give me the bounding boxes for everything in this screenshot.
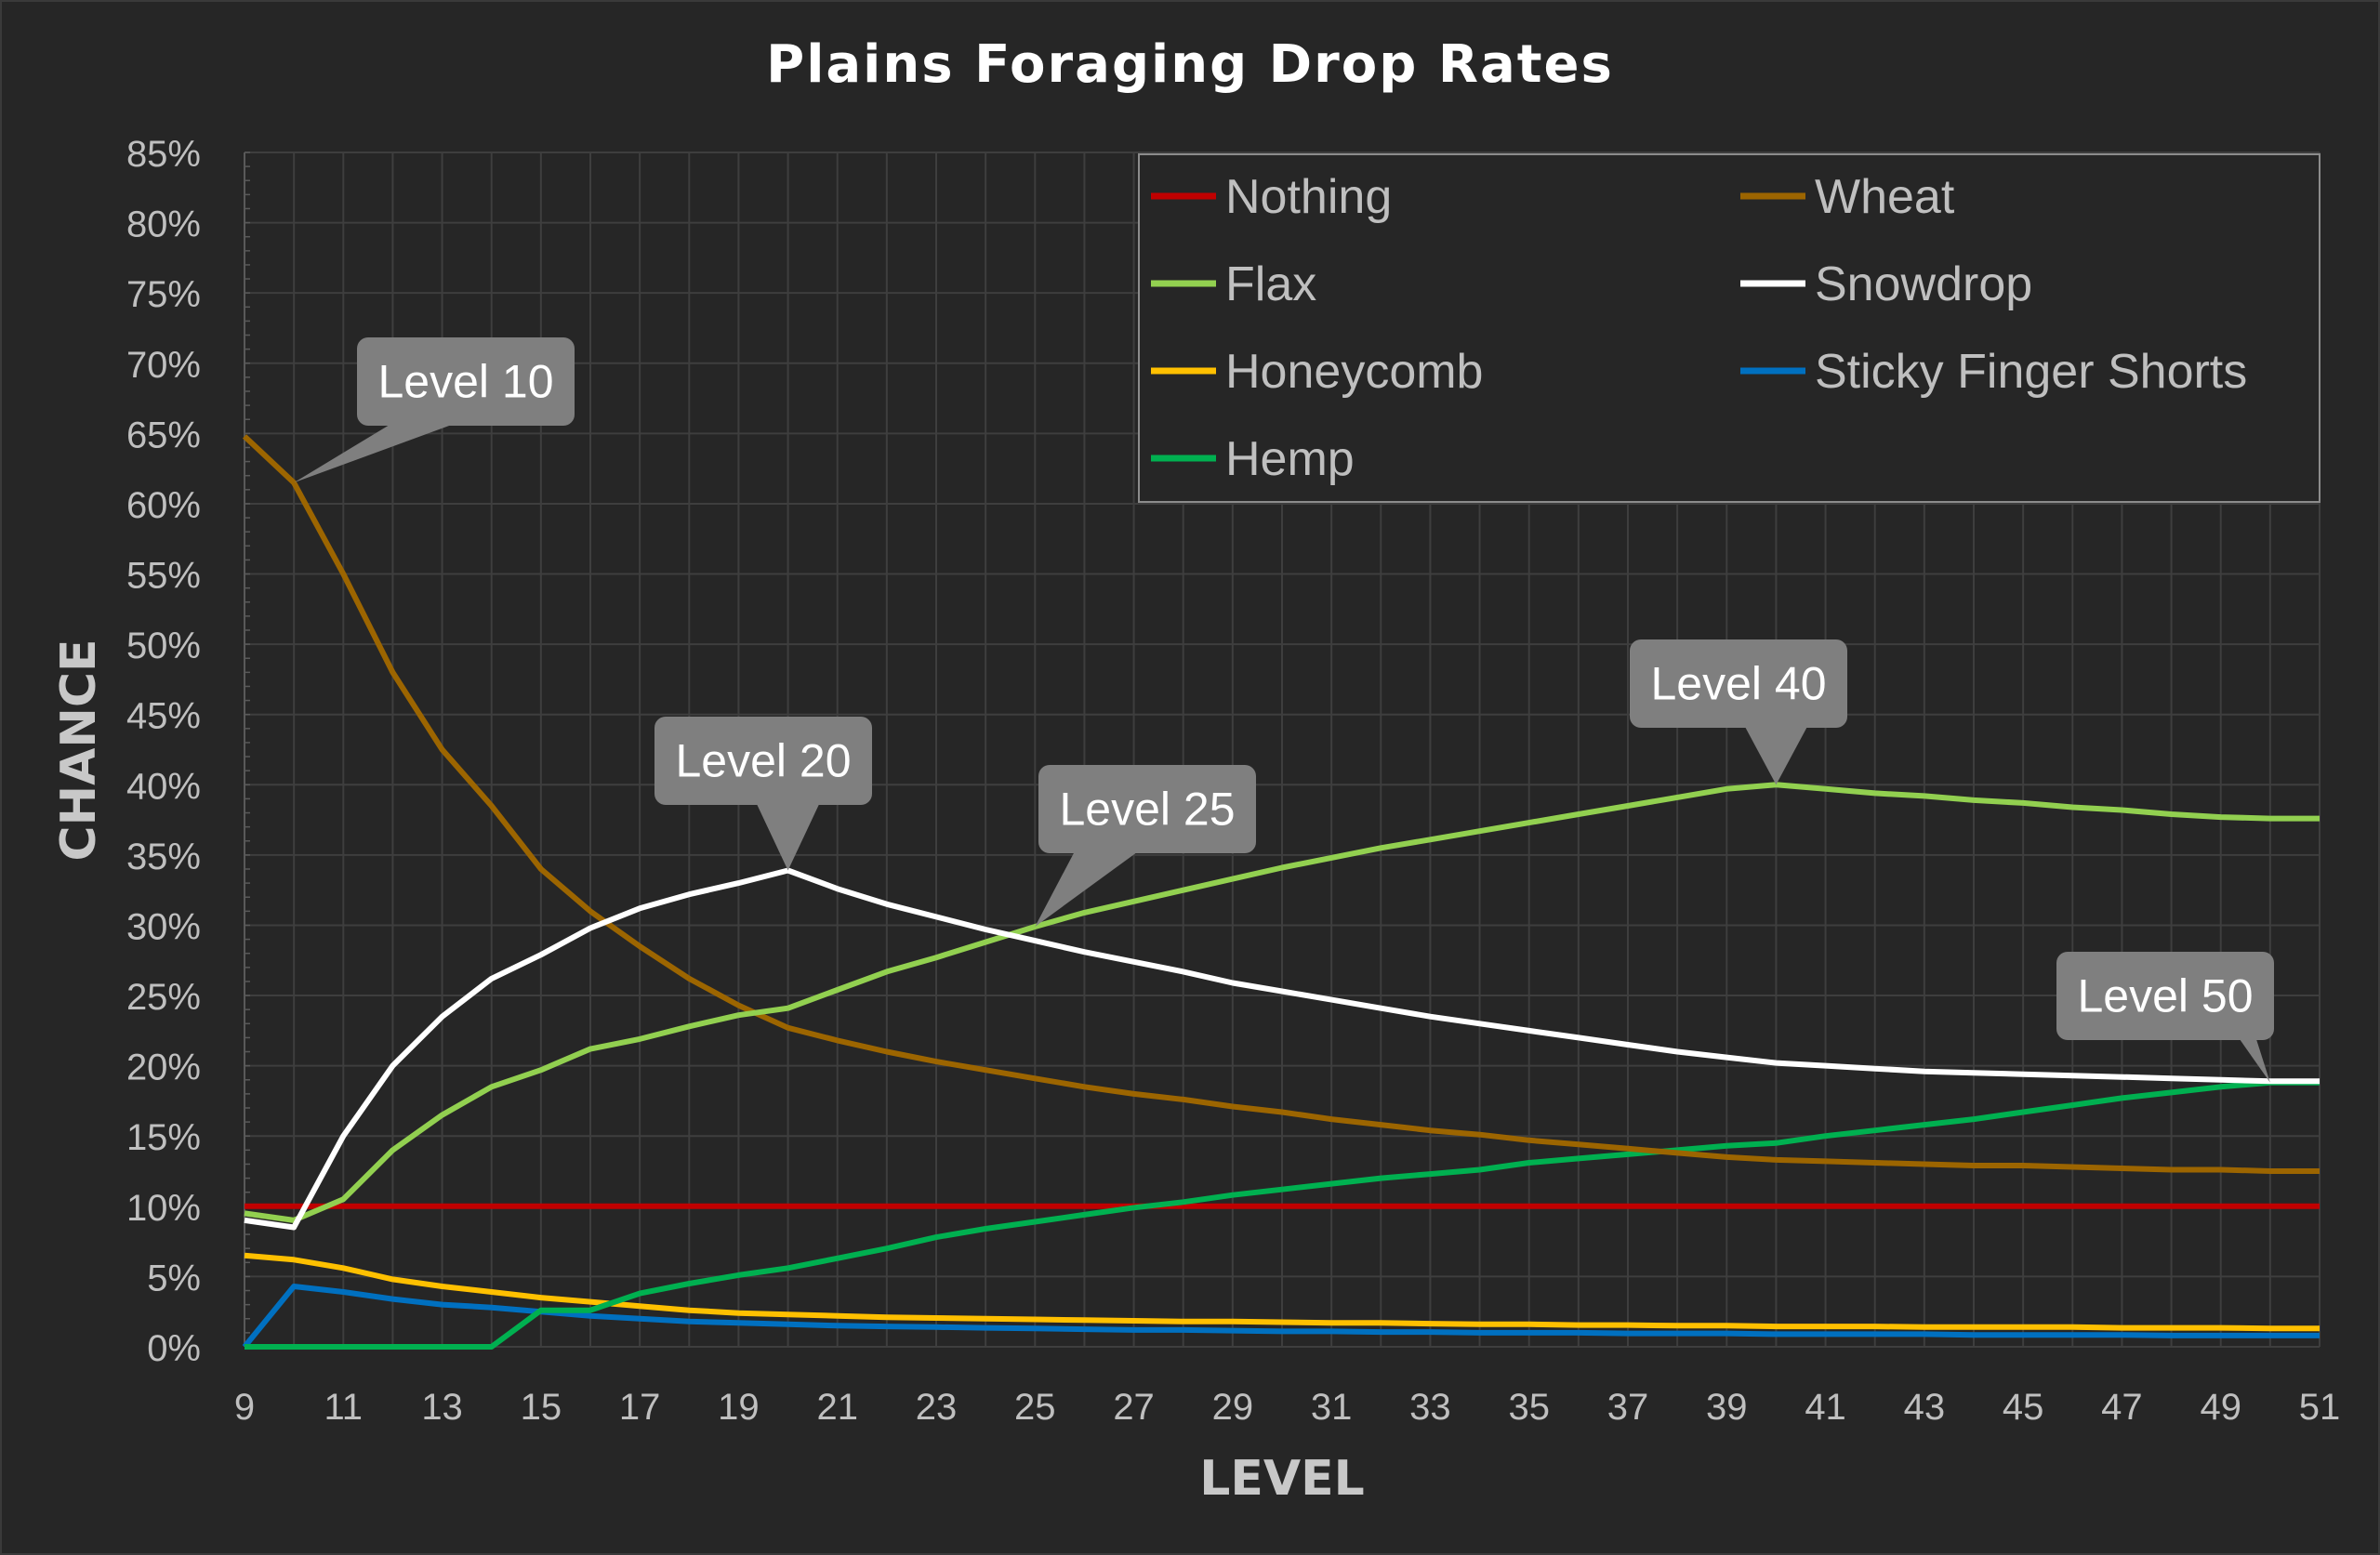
callout-label: Level 20 [675,735,851,787]
x-tick-label: 17 [619,1387,661,1428]
y-tick-label: 85% [126,134,201,175]
legend-item-nothing: Nothing [1151,170,1392,224]
callout-label: Level 40 [1650,658,1826,710]
callout-level-40: Level 40 [1630,639,1847,785]
callout-pointer [294,422,459,483]
chart-title: Plains Foraging Drop Rates [766,34,1614,95]
callout-box [2056,952,2274,1040]
callout-box [357,337,575,426]
y-tick-label: 5% [147,1258,201,1298]
x-tick-label: 27 [1113,1387,1155,1428]
x-tick-label: 13 [421,1387,463,1428]
legend-item-wheat: Wheat [1740,170,1955,224]
y-axis-ticks: 0% 5% 10% 15% 20% 25% 30% 35% 40% 45% 50% 55% 60% 65%… [126,134,201,1369]
legend-label: Sticky Finger Shorts [1815,345,2247,399]
callout-box [654,717,872,805]
y-tick-label: 65% [126,415,201,455]
callout-pointer [1743,724,1809,785]
callout-pointer [755,801,821,871]
callout-label: Level 50 [2077,970,2253,1022]
legend-label: Nothing [1225,170,1392,224]
y-tick-label: 45% [126,696,201,737]
x-tick-label: 35 [1508,1387,1550,1428]
legend-box [1138,153,2320,503]
callout-label: Level 10 [377,356,553,408]
callout-pointer [1035,850,1141,927]
x-tick-label: 19 [718,1387,760,1428]
x-tick-label: 25 [1014,1387,1056,1428]
legend-label: Flax [1225,257,1316,311]
series-line-hemp [245,1079,2320,1350]
y-tick-label: 35% [126,837,201,877]
x-tick-label: 37 [1607,1387,1649,1428]
y-tick-label: 40% [126,766,201,807]
y-tick-label: 25% [126,977,201,1018]
y-tick-label: 75% [126,274,201,315]
legend-label: Honeycomb [1225,345,1483,399]
y-tick-label: 20% [126,1048,201,1088]
callout-level-20: Level 20 [654,717,872,871]
legend-item-honeycomb: Honeycomb [1151,345,1483,399]
callout-box [1630,639,1847,728]
y-tick-label: 80% [126,204,201,245]
x-axis-label: LEVEL [1199,1451,1365,1507]
x-tick-label: 43 [1904,1387,1946,1428]
legend-label: Hemp [1225,432,1355,486]
series-line-honeycomb [244,1252,2320,1332]
callout-pointer [2237,1036,2270,1083]
x-tick-label: 33 [1409,1387,1451,1428]
y-axis-label: CHANCE [51,639,107,861]
legend-item-sticky-finger-shorts: Sticky Finger Shorts [1740,345,2247,399]
y-tick-label: 15% [126,1117,201,1158]
x-tick-label: 15 [521,1387,562,1428]
x-tick-label: 51 [2299,1387,2341,1428]
legend-label: Wheat [1815,170,1955,224]
legend-item-flax: Flax [1151,257,1316,311]
x-tick-label: 47 [2101,1387,2143,1428]
x-tick-label: 31 [1311,1387,1353,1428]
x-axis-ticks: 9 11 13 15 17 19 21 23 25 27 29 31 33 35 37 39 41 43 45 47 4… [234,1387,2340,1428]
y-tick-label: 10% [126,1188,201,1229]
legend-item-hemp: Hemp [1151,432,1355,486]
x-tick-label: 21 [816,1387,858,1428]
legend: Nothing Wheat Flax Snowdrop Honeycomb Sticky … [1138,153,2320,503]
x-tick-label: 45 [2003,1387,2044,1428]
series-line-sticky-finger-shorts [242,1284,2320,1349]
y-tick-label: 70% [126,345,201,386]
y-tick-label: 50% [126,626,201,666]
y-tick-label: 0% [147,1328,201,1369]
legend-label: Snowdrop [1815,257,2032,311]
y-tick-label: 60% [126,485,201,526]
callout-box [1038,765,1256,853]
callout-level-25: Level 25 [1035,765,1256,927]
series-layer [242,434,2320,1350]
callout-level-10: Level 10 [294,337,575,483]
y-tick-label: 55% [126,556,201,597]
x-tick-label: 39 [1706,1387,1748,1428]
x-tick-label: 49 [2200,1387,2241,1428]
legend-item-snowdrop: Snowdrop [1740,257,2032,311]
x-tick-label: 11 [324,1387,364,1428]
series-line-wheat [242,434,2320,1174]
x-tick-label: 41 [1805,1387,1846,1428]
callout-label: Level 25 [1059,784,1235,836]
x-tick-label: 9 [234,1387,255,1428]
callout-layer: Level 10 Level 20 Level 25 Level 40 Level 50 [294,337,2274,1083]
series-line-flax [244,782,2320,1223]
series-line-snowdrop [244,867,2320,1231]
y-tick-label: 30% [126,906,201,947]
callout-level-50: Level 50 [2056,952,2274,1083]
x-tick-label: 29 [1212,1387,1254,1428]
x-tick-label: 23 [916,1387,958,1428]
